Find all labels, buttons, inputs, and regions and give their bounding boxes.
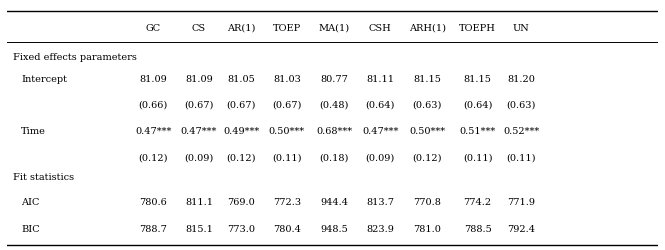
Text: 774.2: 774.2 [464,198,491,207]
Text: 792.4: 792.4 [507,224,535,234]
Text: MA(1): MA(1) [319,24,350,33]
Text: (0.63): (0.63) [413,101,442,110]
Text: 81.15: 81.15 [414,75,442,84]
Text: 0.50***: 0.50*** [269,127,305,136]
Text: 780.4: 780.4 [273,224,301,234]
Text: 81.20: 81.20 [507,75,535,84]
Text: 81.09: 81.09 [140,75,167,84]
Text: (0.63): (0.63) [507,101,536,110]
Text: 81.15: 81.15 [464,75,491,84]
Text: 948.5: 948.5 [321,224,348,234]
Text: CSH: CSH [368,24,392,33]
Text: ARH(1): ARH(1) [409,24,446,33]
Text: Intercept: Intercept [21,75,67,84]
Text: BIC: BIC [21,224,40,234]
Text: (0.48): (0.48) [319,101,349,110]
Text: TOEP: TOEP [273,24,301,33]
Text: (0.66): (0.66) [139,101,168,110]
Text: (0.12): (0.12) [138,154,168,162]
Text: 773.0: 773.0 [227,224,255,234]
Text: 769.0: 769.0 [227,198,255,207]
Text: 944.4: 944.4 [320,198,348,207]
Text: (0.12): (0.12) [227,154,256,162]
Text: (0.11): (0.11) [272,154,302,162]
Text: 81.03: 81.03 [273,75,301,84]
Text: (0.11): (0.11) [463,154,492,162]
Text: 788.5: 788.5 [464,224,491,234]
Text: 0.68***: 0.68*** [316,127,352,136]
Text: (0.09): (0.09) [184,154,213,162]
Text: 0.49***: 0.49*** [223,127,259,136]
Text: 81.11: 81.11 [366,75,394,84]
Text: 81.05: 81.05 [227,75,255,84]
Text: 788.7: 788.7 [140,224,167,234]
Text: (0.67): (0.67) [227,101,256,110]
Text: 781.0: 781.0 [414,224,442,234]
Text: (0.67): (0.67) [184,101,213,110]
Text: 815.1: 815.1 [185,224,213,234]
Text: TOEPH: TOEPH [459,24,496,33]
Text: 770.8: 770.8 [414,198,442,207]
Text: (0.18): (0.18) [319,154,349,162]
Text: (0.12): (0.12) [412,154,442,162]
Text: 780.6: 780.6 [140,198,167,207]
Text: 0.50***: 0.50*** [409,127,446,136]
Text: 0.47***: 0.47*** [362,127,398,136]
Text: (0.11): (0.11) [507,154,536,162]
Text: Fixed effects parameters: Fixed effects parameters [13,53,137,62]
Text: UN: UN [513,24,529,33]
Text: 80.77: 80.77 [320,75,348,84]
Text: 813.7: 813.7 [366,198,394,207]
Text: 0.47***: 0.47*** [181,127,217,136]
Text: 771.9: 771.9 [507,198,535,207]
Text: 0.52***: 0.52*** [503,127,539,136]
Text: 772.3: 772.3 [273,198,301,207]
Text: 81.09: 81.09 [185,75,213,84]
Text: AR(1): AR(1) [227,24,255,33]
Text: 823.9: 823.9 [366,224,394,234]
Text: Fit statistics: Fit statistics [13,173,74,182]
Text: (0.67): (0.67) [272,101,301,110]
Text: GC: GC [146,24,161,33]
Text: (0.64): (0.64) [365,101,395,110]
Text: AIC: AIC [21,198,39,207]
Text: Time: Time [21,127,46,136]
Text: 0.47***: 0.47*** [135,127,172,136]
Text: CS: CS [192,24,206,33]
Text: (0.64): (0.64) [463,101,492,110]
Text: 811.1: 811.1 [185,198,213,207]
Text: 0.51***: 0.51*** [460,127,495,136]
Text: (0.09): (0.09) [366,154,395,162]
